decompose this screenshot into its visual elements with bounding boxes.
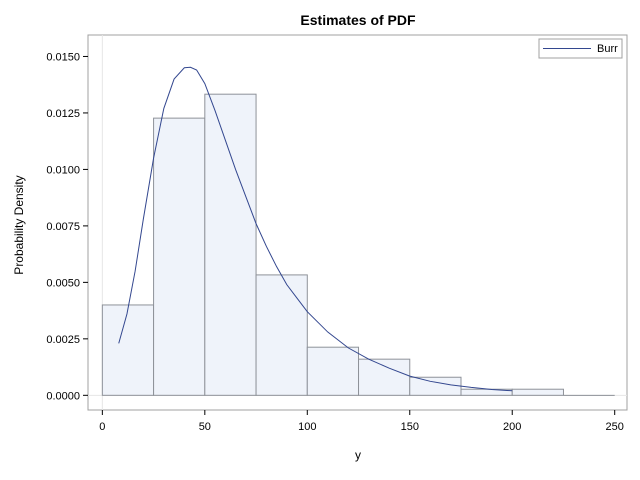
histogram-bar bbox=[153, 117, 206, 396]
histogram-bar bbox=[204, 93, 257, 396]
y-tick-label: 0.0025 bbox=[46, 334, 80, 346]
x-tick-label: 50 bbox=[199, 421, 211, 433]
x-tick-label: 150 bbox=[401, 421, 419, 433]
y-tick-label: 0.0050 bbox=[46, 277, 80, 289]
burr-density-line bbox=[118, 66, 513, 392]
histogram-bar bbox=[409, 376, 462, 396]
histogram-bar bbox=[255, 274, 308, 396]
histogram-bar bbox=[306, 346, 360, 396]
x-axis-label: y bbox=[355, 448, 361, 462]
y-tick-label: 0.0075 bbox=[46, 221, 80, 233]
x-tick-label: 0 bbox=[99, 421, 105, 433]
y-tick-label: 0.0150 bbox=[46, 51, 80, 63]
burr-curve bbox=[118, 66, 513, 392]
histogram-bar bbox=[358, 358, 411, 396]
y-tick-label: 0.0000 bbox=[46, 390, 80, 402]
y-tick-label: 0.0125 bbox=[46, 108, 80, 120]
x-tick-label: 250 bbox=[606, 421, 624, 433]
histogram-bar bbox=[101, 304, 155, 396]
histogram-bar bbox=[511, 388, 564, 396]
chart-title: Estimates of PDF bbox=[300, 12, 416, 28]
y-tick-label: 0.0100 bbox=[46, 164, 80, 176]
x-tick-label: 200 bbox=[503, 421, 521, 433]
histogram-bars bbox=[101, 93, 615, 396]
y-axis-label: Probability Density bbox=[12, 175, 26, 274]
y-axis: 0.0000 0.0025 0.0050 0.0075 0.0100 0.0125 0.01… bbox=[46, 51, 88, 402]
legend-label-burr: Burr bbox=[597, 43, 618, 55]
x-axis: 0 50 100 150 200 250 bbox=[99, 410, 624, 433]
x-tick-label: 100 bbox=[298, 421, 316, 433]
legend: Burr bbox=[538, 38, 623, 59]
